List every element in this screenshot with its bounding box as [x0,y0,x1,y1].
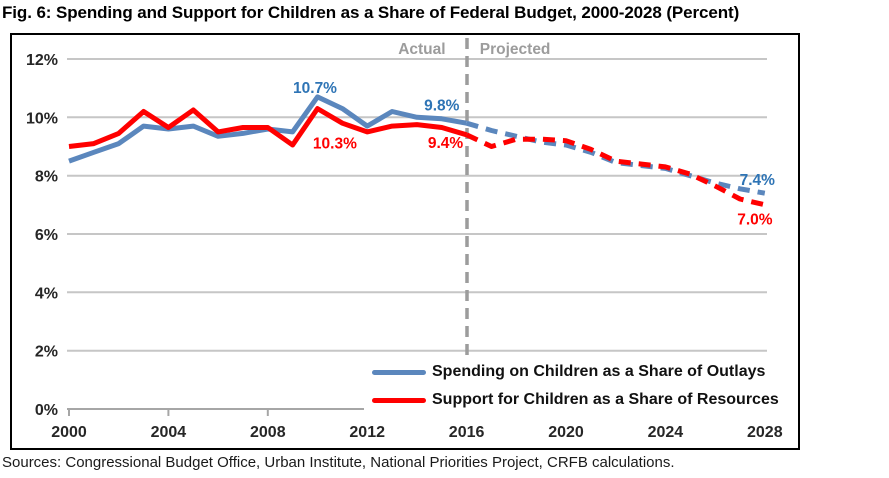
legend-swatch-1 [372,397,426,403]
chart-canvas: 2000 2004 2008 2012 2016 2020 2024 2028 0% 2% 4% 6%… [26,38,783,441]
y-axis-label: 4% [35,285,58,302]
data-label: 10.3% [313,136,357,153]
chart-legend: Spending on Children as a Share of Outla… [364,356,789,416]
series-line-actual-1 [68,106,468,149]
data-label: 7.0% [737,211,773,228]
sources-note: Sources: Congressional Budget Office, Ur… [2,454,675,471]
x-axis-label: 2004 [151,424,187,441]
x-axis-label: 2008 [250,424,286,441]
x-axis-label: 2024 [648,424,684,441]
data-label: Projected [480,41,551,58]
data-label: 7.4% [740,172,776,189]
legend-item-outlays: Spending on Children as a Share of Outla… [372,358,779,386]
x-axis-label: 2020 [548,424,584,441]
y-axis-label: 10% [26,110,58,127]
figure-title: Fig. 6: Spending and Support for Childre… [2,3,740,22]
series-line-projected-0 [465,120,766,196]
legend-label-resources: Support for Children as a Share of Resou… [432,391,779,408]
y-axis-label: 8% [35,169,58,186]
x-axis-label: 2000 [51,424,87,441]
y-axis-label: 0% [35,402,58,419]
legend-swatch-0 [372,369,426,375]
y-axis-label: 12% [26,52,58,69]
series-line-projected-1 [465,132,766,208]
data-label: 9.4% [428,135,464,152]
data-label: Actual [398,41,445,58]
x-axis-label: 2028 [747,424,783,441]
x-axis-label: 2016 [449,424,485,441]
data-label: 10.7% [293,80,337,97]
chart-box: 2000 2004 2008 2012 2016 2020 2024 2028 0% 2% 4% 6%… [10,33,800,450]
x-axis-label: 2012 [349,424,385,441]
data-label: 9.8% [424,98,460,115]
legend-item-resources: Support for Children as a Share of Resou… [372,386,779,414]
y-axis-label: 2% [35,344,58,361]
legend-label-outlays: Spending on Children as a Share of Outla… [432,363,766,380]
y-axis-label: 6% [35,227,58,244]
